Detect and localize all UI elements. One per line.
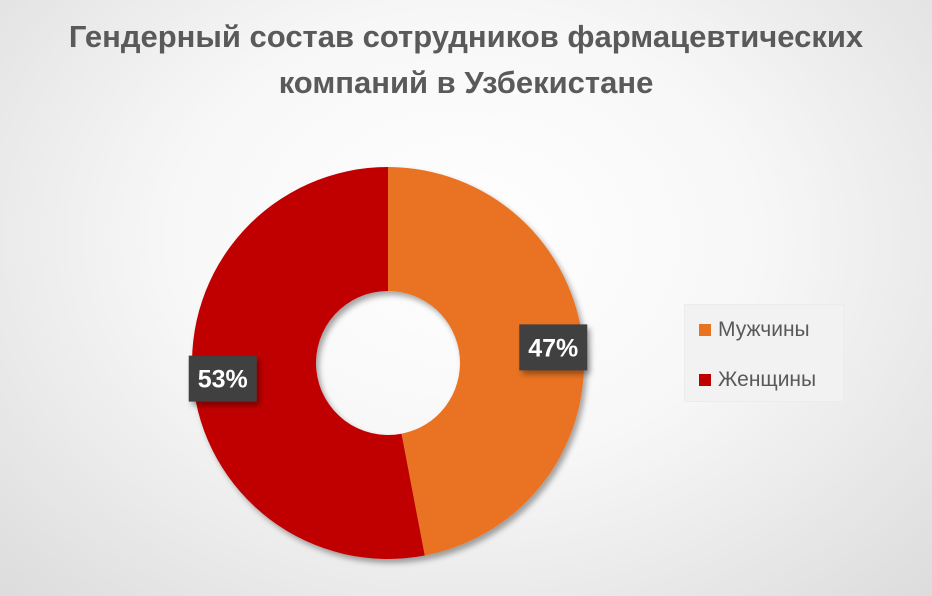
legend-swatch-women (699, 374, 711, 386)
legend-swatch-men (699, 324, 711, 336)
data-label-text: 47% (528, 334, 578, 362)
chart-title-line-1: Гендерный состав сотрудников фармацевтич… (68, 19, 864, 54)
legend-item-women: Женщины (699, 365, 816, 395)
chart-legend: Мужчины Женщины (684, 304, 844, 402)
legend-item-men: Мужчины (699, 315, 810, 345)
chart-title: Гендерный состав сотрудников фармацевтич… (0, 14, 932, 106)
data-label-box (519, 324, 588, 371)
chart-title-line-2: компаний в Узбекистане (278, 65, 654, 100)
slice-Женщины (192, 167, 425, 559)
slice-Мужчины (388, 167, 585, 556)
data-label-text: 53% (198, 366, 248, 394)
data-label-Женщины: 53% (188, 355, 257, 402)
legend-label-women: Женщины (718, 368, 817, 391)
legend-label-men: Мужчины (718, 318, 810, 341)
data-label-box (188, 355, 257, 402)
data-label-Мужчины: 47% (519, 324, 588, 371)
